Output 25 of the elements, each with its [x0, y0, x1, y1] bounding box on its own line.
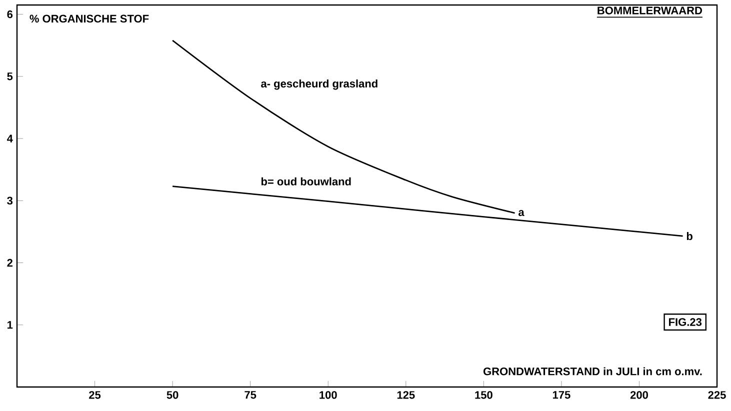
x-tick-label: 125 [397, 391, 415, 399]
x-tick-label: 200 [630, 391, 648, 399]
y-tick-label: 3 [7, 196, 13, 205]
x-axis-title: GRONDWATERSTAND in JULI in cm o.mv. [483, 367, 702, 376]
annotation: FIG.23 [669, 318, 702, 326]
x-tick-label: 100 [320, 391, 337, 399]
y-tick-label: 1 [8, 321, 13, 329]
annotation: a [518, 210, 524, 216]
y-tick-label: 6 [7, 10, 13, 18]
x-tick-label: 225 [708, 391, 726, 399]
y-tick-label: 2 [7, 258, 12, 267]
x-tick-label: 50 [166, 391, 178, 399]
chart-title: BOMMELERWAARD [598, 6, 702, 14]
series-label: b= oud bouwland [261, 177, 351, 186]
annotation: b [686, 232, 692, 240]
x-tick-label: 75 [244, 391, 256, 399]
series-label: a- gescheurd grasland [261, 79, 378, 90]
line-series [172, 40, 516, 214]
x-tick-label: 175 [552, 391, 570, 399]
y-axis-title: % ORGANISCHE STOF [30, 14, 149, 23]
y-tick-label: 5 [7, 72, 13, 80]
line-series [172, 186, 684, 237]
x-tick-label: 25 [89, 391, 101, 399]
y-tick-label: 4 [6, 134, 13, 142]
x-tick-label: 150 [475, 391, 492, 399]
